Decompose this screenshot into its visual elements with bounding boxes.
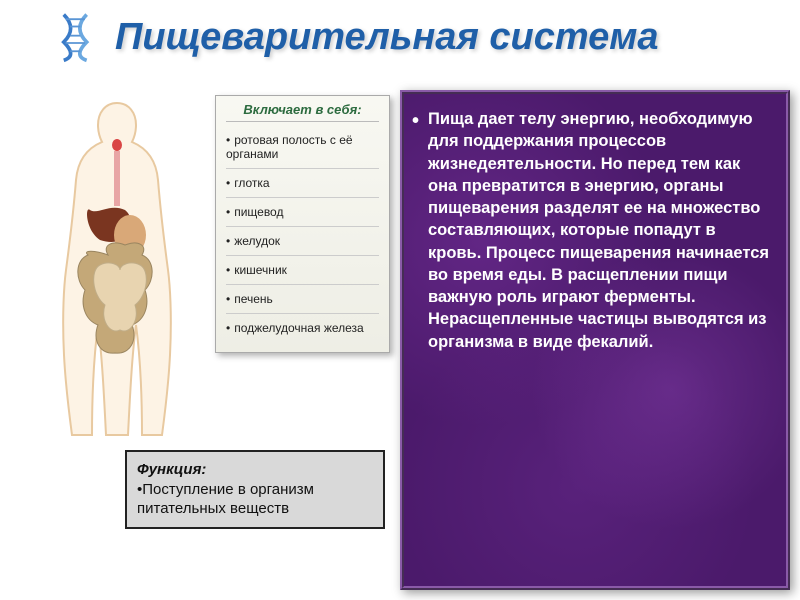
right-panel: Пища дает телу энергию, необходимую для …	[400, 90, 790, 590]
organ-item: поджелудочная железа	[226, 314, 379, 342]
organ-item: печень	[226, 285, 379, 314]
function-label: Функция:	[137, 461, 206, 478]
organ-list-heading: Включает в себя:	[226, 102, 379, 122]
function-text: Поступление в организм питательных вещес…	[137, 481, 314, 518]
body-diagram	[30, 95, 205, 445]
function-box: Функция: •Поступление в организм питател…	[125, 450, 385, 529]
dna-icon	[50, 10, 105, 65]
organ-item: ротовая полость с её органами	[226, 126, 379, 169]
organ-item: кишечник	[226, 256, 379, 285]
organ-item: желудок	[226, 227, 379, 256]
organ-list: Включает в себя: ротовая полость с её ор…	[215, 95, 390, 353]
page-title: Пищеварительная система	[115, 16, 659, 59]
main-text: Пища дает телу энергию, необходимую для …	[428, 108, 772, 353]
organ-item: глотка	[226, 169, 379, 198]
organ-item: пищевод	[226, 198, 379, 227]
header: Пищеварительная система	[50, 10, 780, 65]
